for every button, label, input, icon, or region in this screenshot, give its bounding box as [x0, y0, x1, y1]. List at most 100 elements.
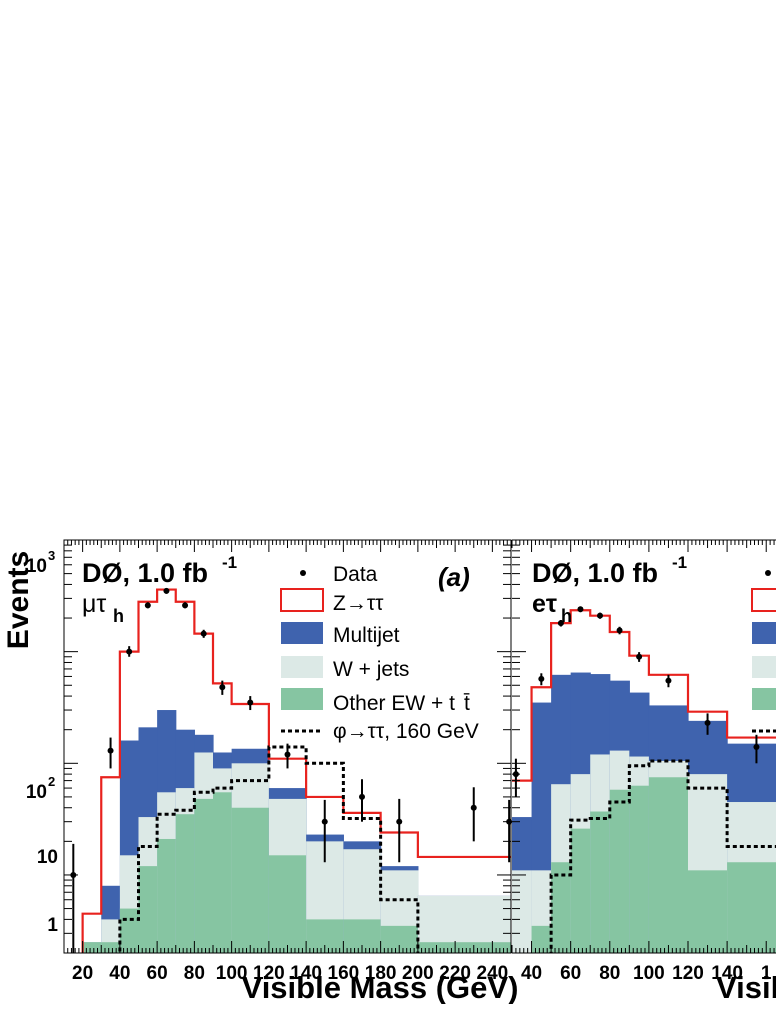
legend-other-ew-label: Other EW + t [333, 692, 455, 715]
panel-a-data-point-10 [321, 818, 328, 825]
panel-a-channel: μτ [82, 590, 106, 618]
panel-a-bar-other-8 [213, 792, 233, 953]
panel-b-bar-other-5 [609, 789, 630, 953]
y-axis-label: Events [2, 551, 35, 649]
panel-b-bar-other-7 [648, 777, 689, 953]
legend-b-ztautau-swatch [751, 588, 776, 612]
panel-b-stack [512, 672, 776, 953]
panel-b-data-point-1 [538, 675, 545, 682]
panel-b-data-point-7 [665, 677, 672, 684]
panel-a-data-point-1 [107, 747, 114, 754]
panel-a-x-tick-labels: 20 40 60 80 100 120 140 160 180 200 220 240 [72, 963, 508, 984]
panel-a-bar-other-14 [417, 942, 511, 953]
legend-wjets-swatch [281, 656, 323, 678]
panel-a-data-point-12 [396, 818, 403, 825]
panel-b-x-tick-label: 140 [711, 963, 743, 984]
legend: Data Z→ττ Multijet W + jets Other EW + t… [280, 563, 479, 743]
panel-a-data-point-11 [359, 793, 365, 800]
panel-a-x-tick-label: 60 [147, 963, 168, 984]
y-tick-label-1: 1 [47, 915, 58, 936]
panel-b-x-tick-label: 60 [560, 963, 581, 984]
panel-a-data-point-8 [247, 699, 254, 706]
panel-b-channel-sub: h [561, 606, 572, 626]
panel-a-x-tick-label: 80 [184, 963, 205, 984]
panel-b-experiment: DØ, 1.0 fb [532, 558, 658, 588]
legend-b-data-marker [765, 570, 771, 576]
panel-a-x-tick-label: 20 [72, 963, 93, 984]
panel-a-bar-other-1 [82, 942, 102, 953]
panel-a-bar-other-4 [138, 866, 158, 953]
panel-a-data-point-3 [144, 602, 151, 609]
panel-a-data-point-7 [219, 684, 226, 691]
panel-b-x-tick-label: 120 [672, 963, 704, 984]
y-tick-label-1000: 10 [26, 556, 47, 577]
panel-a-data-point-9 [284, 751, 291, 758]
x-axis-label-b: Visible Mass (GeV) [716, 970, 776, 1004]
y-tick-exp-1000: 3 [48, 548, 55, 563]
panel-b-bar-other-1 [531, 925, 552, 953]
legend-other-ew-swatch [281, 688, 323, 710]
panel-a-x-tick-label: 200 [402, 963, 434, 984]
x-axis-label-a: Visible Mass (GeV) [242, 970, 519, 1004]
panel-a-bar-other-7 [194, 798, 214, 953]
legend-multijet-label: Multijet [333, 624, 400, 647]
panel-a-data [70, 587, 513, 953]
panel-b-bar-other-4 [590, 811, 611, 953]
legend-data-marker [300, 570, 306, 576]
panel-b-x-tick-label: 100 [633, 963, 665, 984]
panel-b-data-point-4 [597, 612, 603, 619]
panel-b-data-point-3 [577, 606, 584, 613]
panel-a-bar-other-6 [175, 814, 195, 953]
panel-b-x-tick-label: 80 [599, 963, 620, 984]
legend-b-wjets-swatch [752, 656, 776, 678]
panel-a-x-tick-label: 40 [109, 963, 130, 984]
panel-a-x-tick-label: 140 [290, 963, 322, 984]
panel-b-lines [512, 609, 776, 953]
panel-b-ztautau-line [512, 609, 776, 782]
panel-a-data-point-6 [200, 630, 207, 637]
panel-b-bar-other-6 [629, 785, 650, 953]
panel-b-data-point-5 [616, 627, 623, 634]
y-tick-label-10: 10 [37, 847, 58, 868]
panel-a-x-tick-label: 120 [253, 963, 285, 984]
panel-b-data-point-8 [704, 719, 711, 726]
panel-b-x-tick-label: 40 [521, 963, 542, 984]
y-tick-labels: 1 10 10 2 10 3 [26, 548, 59, 936]
panel-b-x-tick-label: 1 [761, 963, 772, 984]
panel-b-bar-other-9 [727, 862, 776, 953]
panel-b-signal-line [549, 759, 776, 953]
panel-a-bar-other-5 [157, 838, 177, 953]
legend-signal-label: φ→ττ, 160 GeV [333, 720, 479, 743]
panel-a-stack [82, 710, 511, 953]
legend-panel-b-partial [751, 570, 776, 733]
panel-b-bar-other-2 [551, 862, 572, 953]
legend-other-ew-tbar: t̄ [464, 692, 470, 715]
axis-ticks [63, 539, 775, 954]
panel-a-bar-other-3 [119, 908, 140, 953]
panel-b-bar-other-8 [688, 870, 728, 953]
panel-a-data-point-13 [470, 804, 477, 811]
panel-a-x-tick-label: 180 [365, 963, 397, 984]
panel-a-data-point-2 [126, 648, 133, 655]
panel-a-bar-other-9 [231, 807, 270, 953]
panel-a-x-tick-label: 240 [477, 963, 509, 984]
panel-a-channel-sub: h [113, 606, 124, 626]
legend-multijet-swatch [281, 622, 323, 644]
panel-a-data-point-5 [182, 602, 189, 609]
panel-b-x-tick-labels: 40 60 80 100 120 140 1 [521, 963, 772, 984]
legend-b-multijet-swatch [752, 622, 776, 644]
panel-a-bar-other-2 [101, 942, 121, 953]
legend-ztautau-label: Z→ττ [333, 592, 384, 615]
panel-a-experiment: DØ, 1.0 fb [82, 558, 208, 588]
legend-b-other-ew-swatch [752, 688, 776, 710]
panel-b-data-point-6 [636, 653, 643, 660]
panel-a-bar-other-10 [268, 855, 307, 953]
panel-b-bar-other-3 [570, 828, 591, 953]
panel-b-data-point-2 [557, 620, 564, 627]
panel-a-x-tick-label: 100 [216, 963, 248, 984]
y-tick-exp-100: 2 [48, 774, 55, 789]
panel-b-channel: eτ [532, 590, 557, 618]
panel-a-label: (a) [438, 562, 470, 592]
